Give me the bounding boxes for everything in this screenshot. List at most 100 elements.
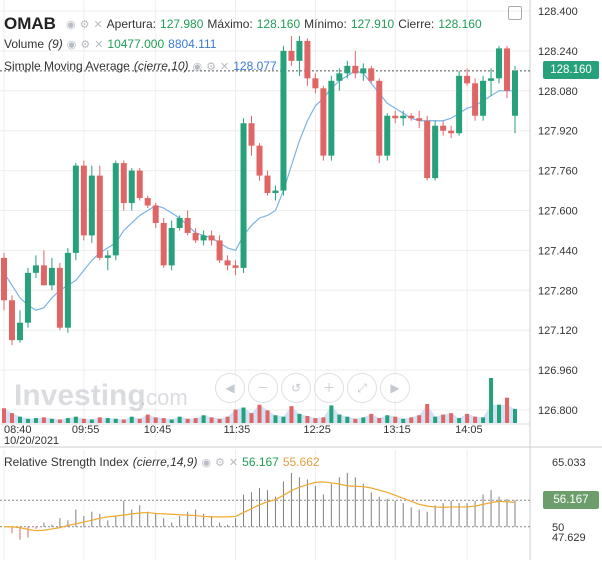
- volume-bar: [465, 413, 470, 423]
- volume-bar: [81, 418, 86, 423]
- y-tick-label: 126.800: [538, 405, 578, 417]
- maximo-value: 128.160: [256, 17, 301, 31]
- candle-body: [216, 240, 223, 261]
- volume-bar: [497, 404, 502, 423]
- volume-bar: [281, 416, 286, 423]
- volume-bar: [49, 418, 54, 423]
- candle-body: [152, 205, 159, 223]
- zoom-in-button[interactable]: ＋: [314, 373, 344, 403]
- volume-value: 10477.000: [107, 37, 165, 51]
- candle-body: [16, 322, 23, 341]
- volume-bar: [241, 407, 246, 423]
- y-tick-label: 127.600: [538, 206, 578, 218]
- chart-settings-icon[interactable]: [508, 6, 522, 20]
- candle-body: [456, 75, 463, 134]
- x-tick-label: 12:25: [303, 424, 331, 436]
- candle-body: [56, 267, 63, 328]
- candle-body: [104, 255, 111, 258]
- candle-body: [40, 265, 47, 286]
- volume-bar: [361, 417, 366, 423]
- maximize-button[interactable]: ⤢: [347, 373, 377, 403]
- candle-body: [472, 83, 479, 116]
- eye-icon[interactable]: ◉: [192, 60, 203, 73]
- close-icon[interactable]: ✕: [93, 18, 103, 31]
- candle-body: [416, 118, 423, 121]
- candle-body: [448, 130, 455, 134]
- candle-body: [208, 235, 215, 241]
- candle-body: [320, 88, 327, 156]
- rsi-signal-line: [4, 481, 516, 532]
- close-icon[interactable]: ✕: [220, 60, 230, 73]
- volume-bar: [41, 417, 46, 423]
- sma-label: Simple Moving Average: [4, 59, 130, 73]
- sma-line: [3, 70, 515, 311]
- volume-bar: [65, 418, 70, 423]
- volume-bar: [513, 408, 517, 423]
- volume-bar: [449, 413, 454, 423]
- settings-icon[interactable]: ⚙: [206, 60, 217, 73]
- volume-bar: [369, 413, 374, 423]
- candle-body: [328, 80, 335, 156]
- candle-body: [288, 50, 295, 61]
- volume-bar: [289, 406, 294, 423]
- candle-body: [512, 70, 518, 116]
- volume-bar: [321, 417, 326, 423]
- close-icon[interactable]: ✕: [94, 38, 104, 51]
- y-tick-label: 126.960: [538, 365, 578, 377]
- zoom-out-button[interactable]: －: [248, 373, 278, 403]
- apertura-label: Apertura:: [106, 17, 157, 31]
- eye-icon[interactable]: ◉: [65, 18, 76, 31]
- y-tick-label: 128.080: [538, 86, 578, 98]
- symbol-label: OMAB: [4, 14, 56, 33]
- investing-watermark: Investing: [14, 379, 146, 412]
- volume-bar: [297, 413, 302, 423]
- volume-bar: [193, 418, 198, 423]
- price-header: OMAB ◉ ⚙ ✕ Apertura: 127.980 Máximo: 128…: [4, 14, 482, 34]
- eye-icon[interactable]: ◉: [66, 38, 77, 51]
- volume-bar: [313, 418, 318, 423]
- x-tick-label: 08:40: [4, 424, 32, 436]
- volume-bar: [385, 415, 390, 423]
- settings-icon[interactable]: ⚙: [80, 38, 91, 51]
- x-tick-label: 13:15: [383, 424, 411, 436]
- volume-bar: [505, 397, 510, 423]
- volume-bar: [433, 416, 438, 423]
- close-icon[interactable]: ✕: [228, 456, 239, 469]
- rsi-value: 56.167: [242, 455, 279, 469]
- volume-bar: [9, 413, 14, 423]
- scroll-right-button[interactable]: ▶: [380, 373, 410, 403]
- volume-param: (9): [48, 37, 63, 51]
- candle-body: [368, 68, 375, 81]
- settings-icon[interactable]: ⚙: [79, 18, 90, 31]
- scroll-left-button[interactable]: ◀: [215, 373, 245, 403]
- candle-body: [360, 68, 367, 74]
- candle-body: [432, 125, 439, 179]
- candle-body: [496, 48, 503, 79]
- volume-bar: [113, 418, 118, 423]
- volume-bar: [33, 418, 38, 423]
- x-tick-label: 11:35: [224, 424, 251, 436]
- volume-bar: [161, 418, 166, 423]
- candle-body: [280, 50, 287, 191]
- y-tick-label: 127.760: [538, 166, 578, 178]
- settings-icon[interactable]: ⚙: [215, 456, 225, 469]
- volume-bar: [329, 405, 334, 423]
- candle-body: [160, 222, 167, 266]
- zoom-reset-button[interactable]: ↺: [281, 373, 311, 403]
- volume-bar: [2, 408, 6, 423]
- candle-body: [32, 265, 39, 273]
- candle-body: [440, 125, 447, 131]
- candle-body: [336, 73, 343, 81]
- eye-icon[interactable]: ◉: [201, 456, 212, 469]
- volume-bar: [393, 416, 398, 423]
- volume-bar: [89, 419, 94, 423]
- volume-bar: [489, 378, 494, 423]
- candle-body: [384, 115, 391, 156]
- volume-bar: [169, 419, 174, 423]
- candle-body: [424, 120, 431, 179]
- x-tick-label: 10:45: [144, 424, 172, 436]
- volume-bar: [201, 415, 206, 423]
- candle-body: [200, 235, 207, 241]
